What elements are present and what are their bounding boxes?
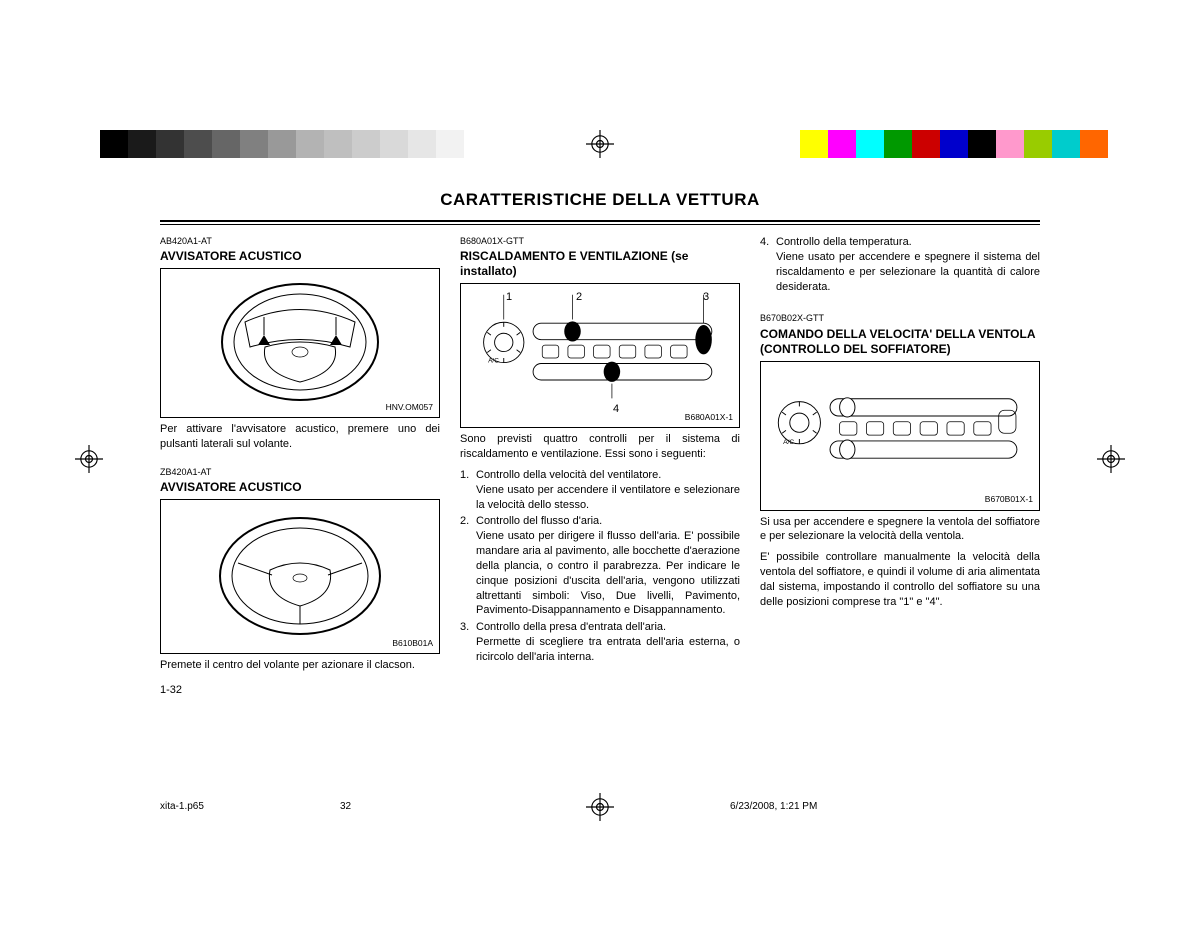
callout-3: 3 — [703, 290, 709, 305]
registration-mark-left — [75, 445, 103, 473]
section-heading: COMANDO DELLA VELOCITA' DELLA VENTOLA (C… — [760, 327, 1040, 357]
section-code: AB420A1-AT — [160, 235, 440, 247]
figure-fan-speed: A/C B670B01X-1 — [760, 361, 1040, 511]
color-swatch — [380, 130, 408, 158]
list-item: 4. Controllo della temperatura. Viene us… — [760, 235, 1040, 294]
color-swatch — [856, 130, 884, 158]
title-rule — [160, 224, 1040, 225]
color-swatch — [184, 130, 212, 158]
figure-label: HNV.OM057 — [386, 402, 433, 413]
figure-steering-wheel-2: B610B01A — [160, 499, 440, 654]
color-swatch — [1052, 130, 1080, 158]
list-text: Controllo della presa d'entrata dell'ari… — [476, 620, 740, 665]
color-swatch — [1024, 130, 1052, 158]
color-swatch — [296, 130, 324, 158]
color-swatch — [128, 130, 156, 158]
color-swatch — [268, 130, 296, 158]
columns: AB420A1-AT AVVISATORE ACUSTICO HNV.OM057… — [160, 235, 1040, 698]
list-number: 4. — [760, 235, 776, 294]
color-swatch — [156, 130, 184, 158]
paragraph: Sono previsti quattro controlli per il s… — [460, 432, 740, 462]
color-swatch — [408, 130, 436, 158]
section-heading: AVVISATORE ACUSTICO — [160, 249, 440, 264]
color-swatch — [800, 130, 828, 158]
column-1: AB420A1-AT AVVISATORE ACUSTICO HNV.OM057… — [160, 235, 440, 698]
hvac-panel-icon: A/C — [470, 292, 730, 402]
color-swatch — [940, 130, 968, 158]
section-code: ZB420A1-AT — [160, 466, 440, 478]
list-item: 2.Controllo del flusso d'aria.Viene usat… — [460, 514, 740, 618]
registration-mark-top — [586, 130, 614, 158]
page-title: CARATTERISTICHE DELLA VETTURA — [160, 190, 1040, 216]
callout-2: 2 — [576, 290, 582, 305]
paragraph: E' possibile controllare manualmente la … — [760, 550, 1040, 609]
section-heading: AVVISATORE ACUSTICO — [160, 480, 440, 495]
section-code: B670B02X-GTT — [760, 312, 1040, 324]
list-item: 3.Controllo della presa d'entrata dell'a… — [460, 620, 740, 665]
title-rule — [160, 220, 1040, 222]
list-text: Controllo della velocità del ventilatore… — [476, 468, 740, 513]
color-swatch — [324, 130, 352, 158]
color-swatch — [100, 130, 128, 158]
list-number: 3. — [460, 620, 476, 665]
paragraph: Premete il centro del volante per aziona… — [160, 658, 440, 673]
steering-wheel-icon — [200, 277, 400, 407]
callout-1: 1 — [506, 290, 512, 305]
color-swatch — [828, 130, 856, 158]
footer-filename: xita-1.p65 — [160, 801, 340, 812]
paragraph: Si usa per accendere e spegnere la vento… — [760, 515, 1040, 545]
color-swatch — [436, 130, 464, 158]
color-swatch — [996, 130, 1024, 158]
page-content: CARATTERISTICHE DELLA VETTURA AB420A1-AT… — [160, 190, 1040, 698]
paragraph: Per attivare l'avvisatore acustico, prem… — [160, 422, 440, 452]
registration-mark-right — [1097, 445, 1125, 473]
color-swatch — [968, 130, 996, 158]
hvac-panel-icon: A/C — [770, 370, 1030, 485]
svg-text:A/C: A/C — [783, 438, 794, 445]
list-text: Controllo della temperatura. Viene usato… — [776, 235, 1040, 294]
figure-steering-wheel-1: HNV.OM057 — [160, 268, 440, 418]
column-3: 4. Controllo della temperatura. Viene us… — [760, 235, 1040, 698]
column-2: B680A01X-GTT RISCALDAMENTO E VENTILAZION… — [460, 235, 740, 698]
color-swatch — [1080, 130, 1108, 158]
figure-label: B610B01A — [392, 638, 433, 649]
list-item: 1.Controllo della velocità del ventilato… — [460, 468, 740, 513]
svg-text:A/C: A/C — [488, 358, 499, 365]
print-colorbar-grayscale — [100, 130, 464, 158]
numbered-list: 4. Controllo della temperatura. Viene us… — [760, 235, 1040, 294]
figure-label: B680A01X-1 — [685, 412, 733, 423]
numbered-list: 1.Controllo della velocità del ventilato… — [460, 468, 740, 665]
footer-page: 32 — [340, 801, 600, 812]
color-swatch — [352, 130, 380, 158]
list-text: Controllo del flusso d'aria.Viene usato … — [476, 514, 740, 618]
color-swatch — [212, 130, 240, 158]
section-code: B680A01X-GTT — [460, 235, 740, 247]
print-footer: xita-1.p65 32 6/23/2008, 1:21 PM — [160, 801, 1040, 812]
list-number: 2. — [460, 514, 476, 618]
print-colorbar-color — [800, 130, 1108, 158]
steering-wheel-icon — [200, 508, 400, 643]
page-number: 1-32 — [160, 683, 440, 698]
color-swatch — [240, 130, 268, 158]
color-swatch — [884, 130, 912, 158]
callout-4: 4 — [613, 402, 619, 417]
list-number: 1. — [460, 468, 476, 513]
figure-hvac-controls: 1 2 3 4 A/C — [460, 283, 740, 428]
footer-datetime: 6/23/2008, 1:21 PM — [600, 801, 1040, 812]
section-heading: RISCALDAMENTO E VENTILAZIONE (se install… — [460, 249, 740, 279]
figure-label: B670B01X-1 — [985, 494, 1033, 505]
color-swatch — [912, 130, 940, 158]
